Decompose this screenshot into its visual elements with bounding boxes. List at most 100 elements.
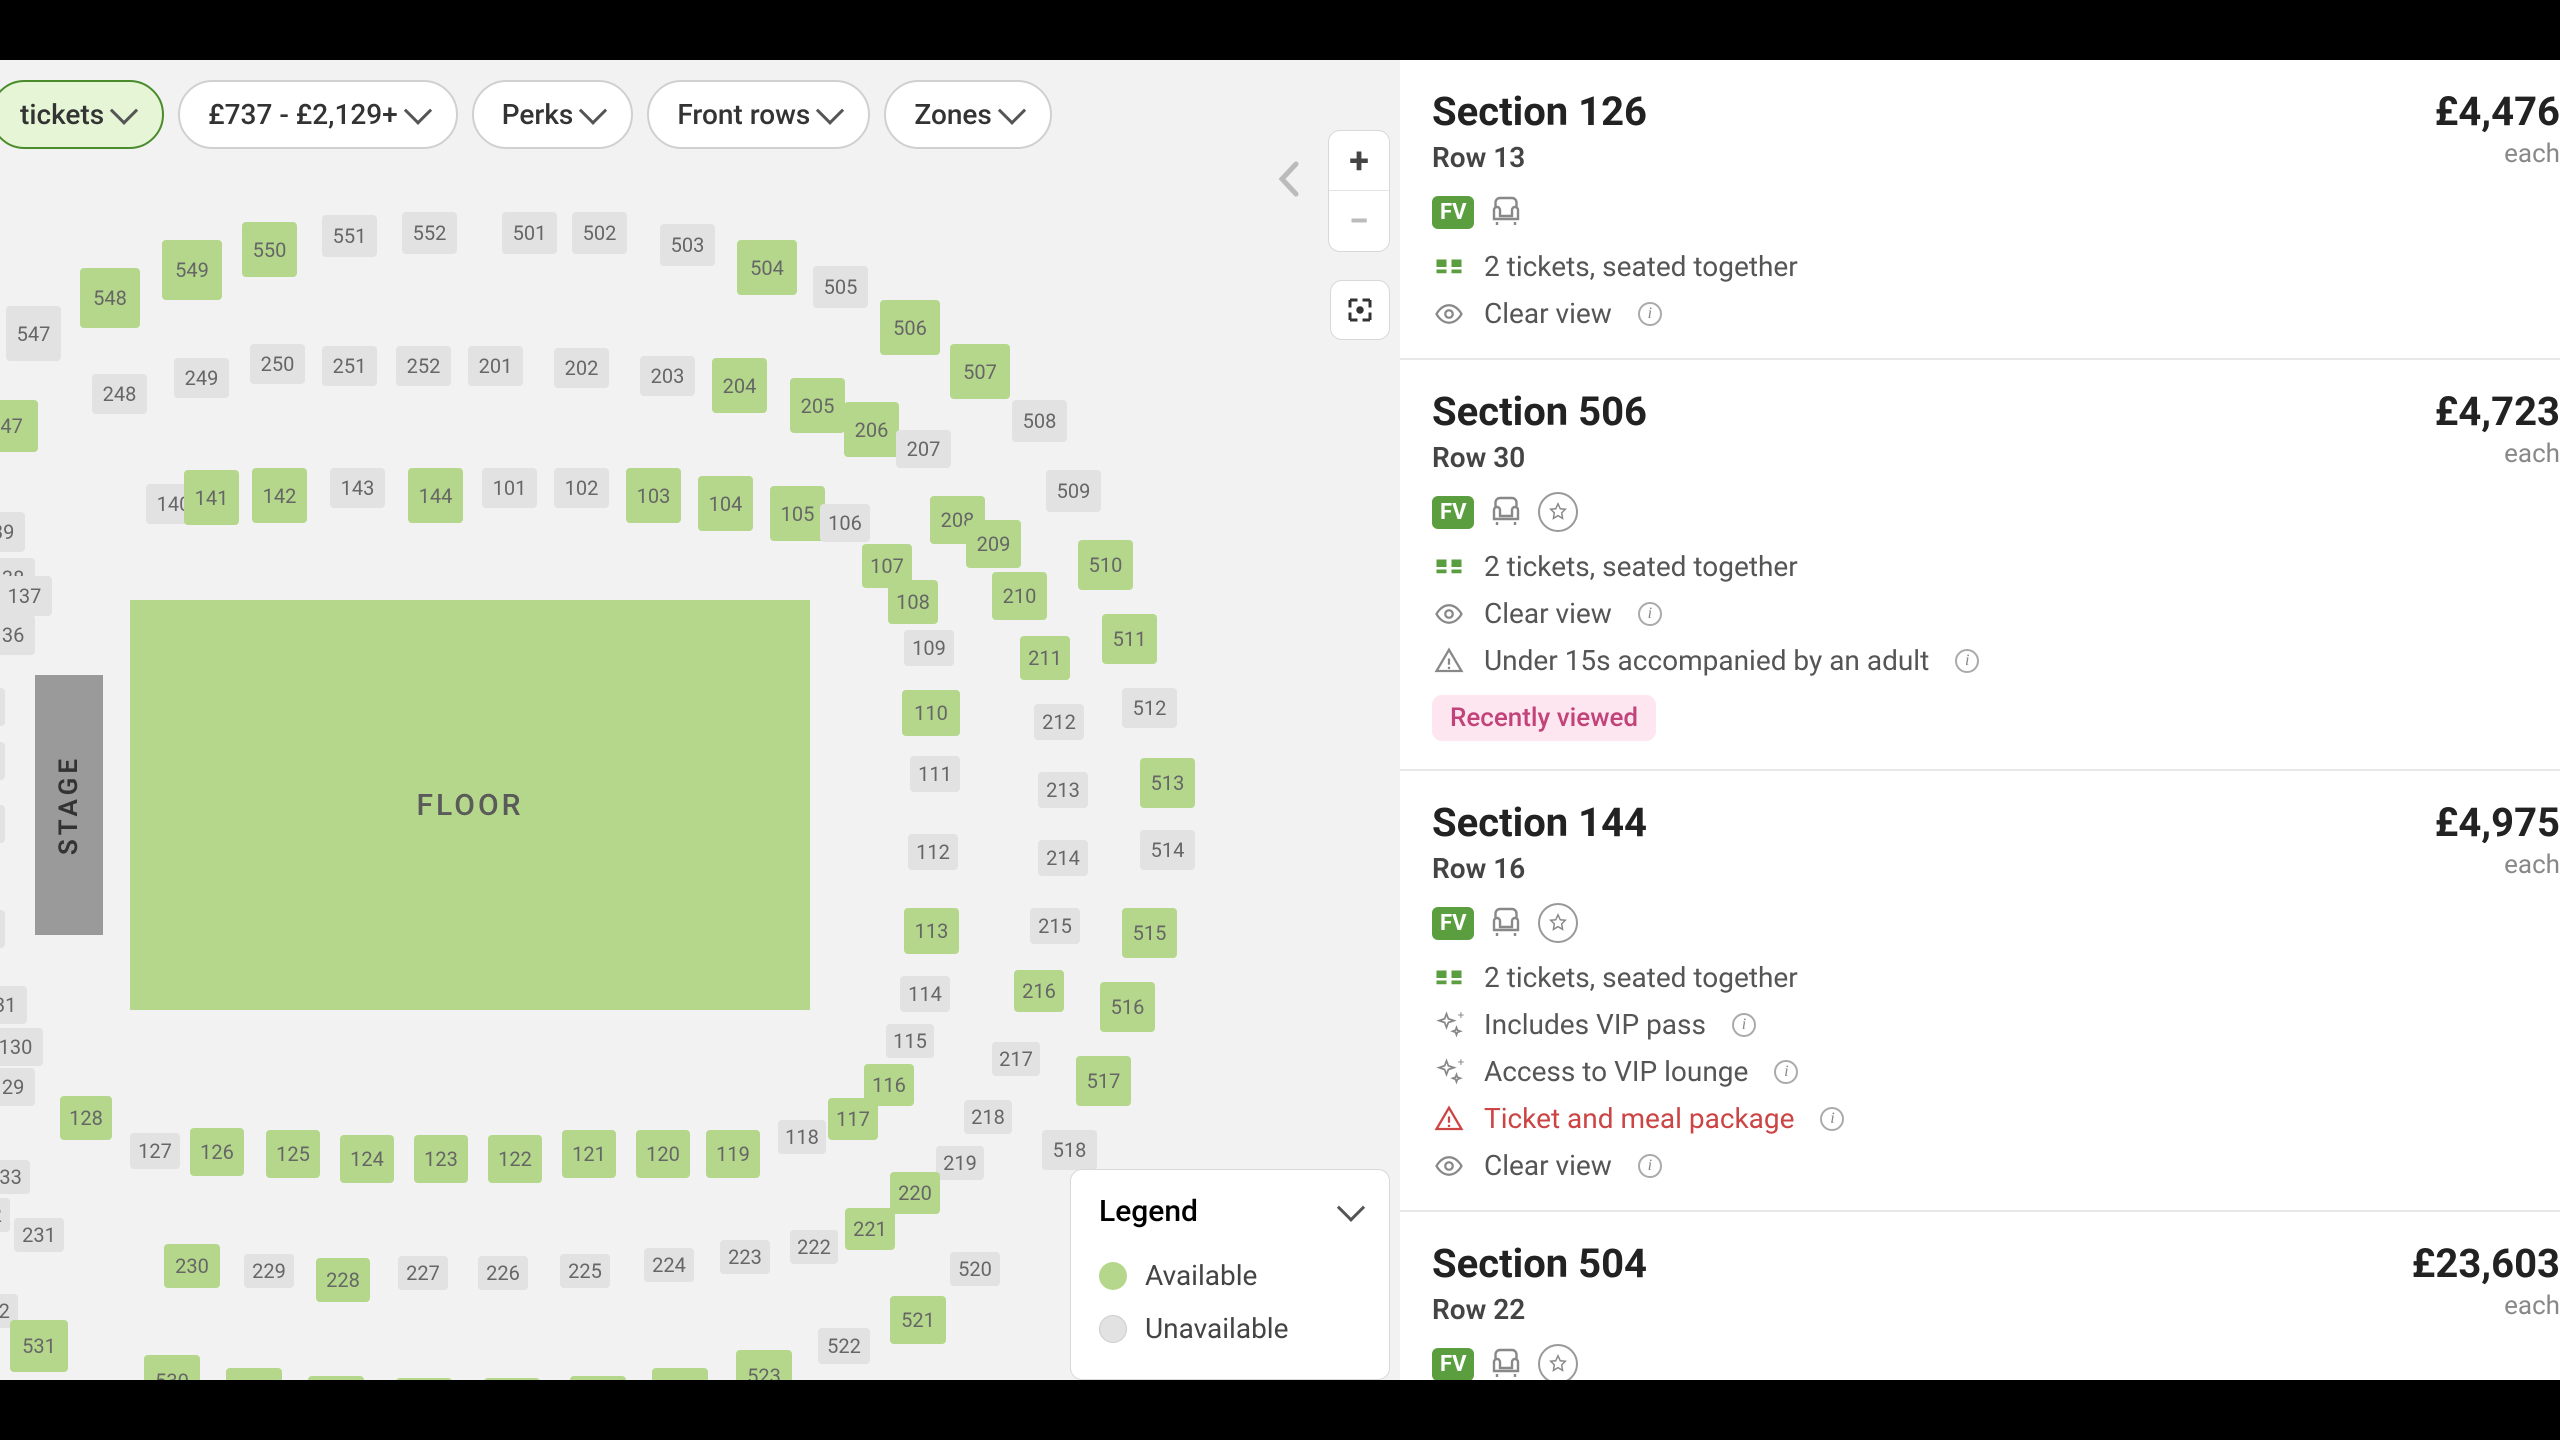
section-109[interactable]: 109	[904, 630, 954, 666]
section-136[interactable]: 136	[0, 615, 35, 655]
section-206[interactable]: 206	[844, 402, 899, 457]
section-226[interactable]: 226	[478, 1256, 528, 1290]
section-514[interactable]: 514	[1140, 830, 1195, 870]
section-513[interactable]: 513	[1140, 758, 1195, 808]
section-118[interactable]: 118	[778, 1120, 826, 1154]
section-516[interactable]: 516	[1100, 982, 1155, 1032]
section-142[interactable]: 142	[252, 468, 307, 523]
section-504[interactable]: 504	[737, 240, 797, 295]
section-213[interactable]: 213	[1038, 772, 1088, 808]
locate-button[interactable]	[1330, 280, 1390, 340]
info-icon[interactable]: i	[1638, 302, 1662, 326]
section-506[interactable]: 506	[880, 300, 940, 355]
section-507[interactable]: 507	[950, 344, 1010, 399]
section-123[interactable]: 123	[414, 1135, 468, 1183]
info-icon[interactable]: i	[1638, 1154, 1662, 1178]
section-222[interactable]: 222	[790, 1230, 838, 1264]
filter-zones[interactable]: Zones	[884, 80, 1051, 149]
section-101[interactable]: 101	[482, 468, 537, 508]
section-218[interactable]: 218	[964, 1100, 1012, 1134]
section-202[interactable]: 202	[554, 348, 609, 388]
section-207[interactable]: 207	[896, 430, 951, 468]
listing-card[interactable]: Section 144Row 16£4,975eachFV2 tickets, …	[1400, 771, 2560, 1212]
section-501[interactable]: 501	[502, 212, 557, 254]
section-527[interactable]: 527	[396, 1378, 452, 1380]
section-112[interactable]: 112	[908, 834, 958, 870]
section-119[interactable]: 119	[706, 1130, 760, 1178]
section-221[interactable]: 221	[845, 1208, 895, 1250]
section-205[interactable]: 205	[790, 378, 845, 433]
section-529[interactable]: 529	[226, 1368, 282, 1380]
section-505[interactable]: 505	[813, 266, 868, 308]
section-215[interactable]: 215	[1030, 908, 1080, 944]
section-250[interactable]: 250	[250, 344, 305, 384]
section-141[interactable]: 141	[184, 470, 239, 525]
filter-tickets[interactable]: tickets	[0, 80, 164, 149]
section-212[interactable]: 212	[1034, 704, 1084, 740]
section-132[interactable]: 132	[0, 910, 5, 948]
section-117[interactable]: 117	[828, 1098, 878, 1140]
info-icon[interactable]: i	[1638, 602, 1662, 626]
section-111[interactable]: 111	[910, 756, 960, 792]
filter-frontrows[interactable]: Front rows	[647, 80, 870, 149]
section-104[interactable]: 104	[698, 476, 753, 531]
section-233[interactable]: 233	[0, 1160, 30, 1194]
section-126[interactable]: 126	[190, 1128, 244, 1176]
section-122[interactable]: 122	[488, 1135, 542, 1183]
section-223[interactable]: 223	[720, 1240, 770, 1274]
section-120[interactable]: 120	[636, 1130, 690, 1178]
section-129[interactable]: 129	[0, 1068, 35, 1106]
section-518[interactable]: 518	[1042, 1130, 1097, 1170]
section-551[interactable]: 551	[322, 215, 377, 257]
section-103[interactable]: 103	[626, 468, 681, 523]
section-247[interactable]: 247	[0, 400, 38, 452]
section-105[interactable]: 105	[770, 486, 825, 541]
info-icon[interactable]: i	[1732, 1013, 1756, 1037]
section-503[interactable]: 503	[660, 224, 715, 266]
section-549[interactable]: 549	[162, 240, 222, 300]
section-225[interactable]: 225	[560, 1254, 610, 1288]
section-548[interactable]: 548	[80, 268, 140, 328]
section-230[interactable]: 230	[164, 1244, 220, 1288]
section-517[interactable]: 517	[1076, 1056, 1131, 1106]
section-106[interactable]: 106	[820, 504, 870, 542]
info-icon[interactable]: i	[1955, 649, 1979, 673]
listings-panel[interactable]: Section 126Row 13£4,476eachFV2 tickets, …	[1400, 60, 2560, 1380]
section-531[interactable]: 531	[10, 1320, 68, 1372]
section-131[interactable]: 131	[0, 986, 27, 1024]
section-525[interactable]: 525	[570, 1376, 626, 1380]
section-512[interactable]: 512	[1122, 688, 1177, 728]
section-252[interactable]: 252	[396, 346, 451, 386]
section-113[interactable]: 113	[904, 908, 959, 954]
section-552[interactable]: 552	[402, 212, 457, 254]
section-530[interactable]: 530	[144, 1355, 200, 1380]
section-229[interactable]: 229	[244, 1254, 294, 1288]
section-522[interactable]: 522	[818, 1328, 870, 1364]
section-110[interactable]: 110	[902, 690, 960, 736]
section-201[interactable]: 201	[468, 346, 523, 386]
section-139[interactable]: 139	[0, 512, 25, 552]
section-204[interactable]: 204	[712, 358, 767, 413]
info-icon[interactable]: i	[1774, 1060, 1798, 1084]
filter-perks[interactable]: Perks	[472, 80, 634, 149]
section-248[interactable]: 248	[92, 374, 147, 414]
section-228[interactable]: 228	[316, 1258, 370, 1302]
section-130[interactable]: 130	[0, 1028, 43, 1066]
floor-area[interactable]: FLOOR	[130, 600, 810, 1010]
section-214[interactable]: 214	[1038, 840, 1088, 876]
section-220[interactable]: 220	[890, 1172, 940, 1214]
section-203[interactable]: 203	[640, 356, 695, 396]
section-508[interactable]: 508	[1012, 400, 1067, 442]
section-114[interactable]: 114	[900, 976, 950, 1012]
section-134[interactable]: 134	[0, 742, 5, 780]
section-127[interactable]: 127	[130, 1133, 180, 1169]
section-217[interactable]: 217	[992, 1042, 1040, 1076]
section-510[interactable]: 510	[1078, 540, 1133, 590]
section-524[interactable]: 524	[652, 1368, 708, 1380]
section-224[interactable]: 224	[644, 1248, 694, 1282]
section-143[interactable]: 143	[330, 468, 385, 508]
section-209[interactable]: 209	[966, 520, 1021, 568]
listing-card[interactable]: Section 504Row 22£23,603eachFV2 tickets,…	[1400, 1212, 2560, 1380]
section-251[interactable]: 251	[322, 346, 377, 386]
section-135[interactable]: 135	[0, 688, 5, 726]
